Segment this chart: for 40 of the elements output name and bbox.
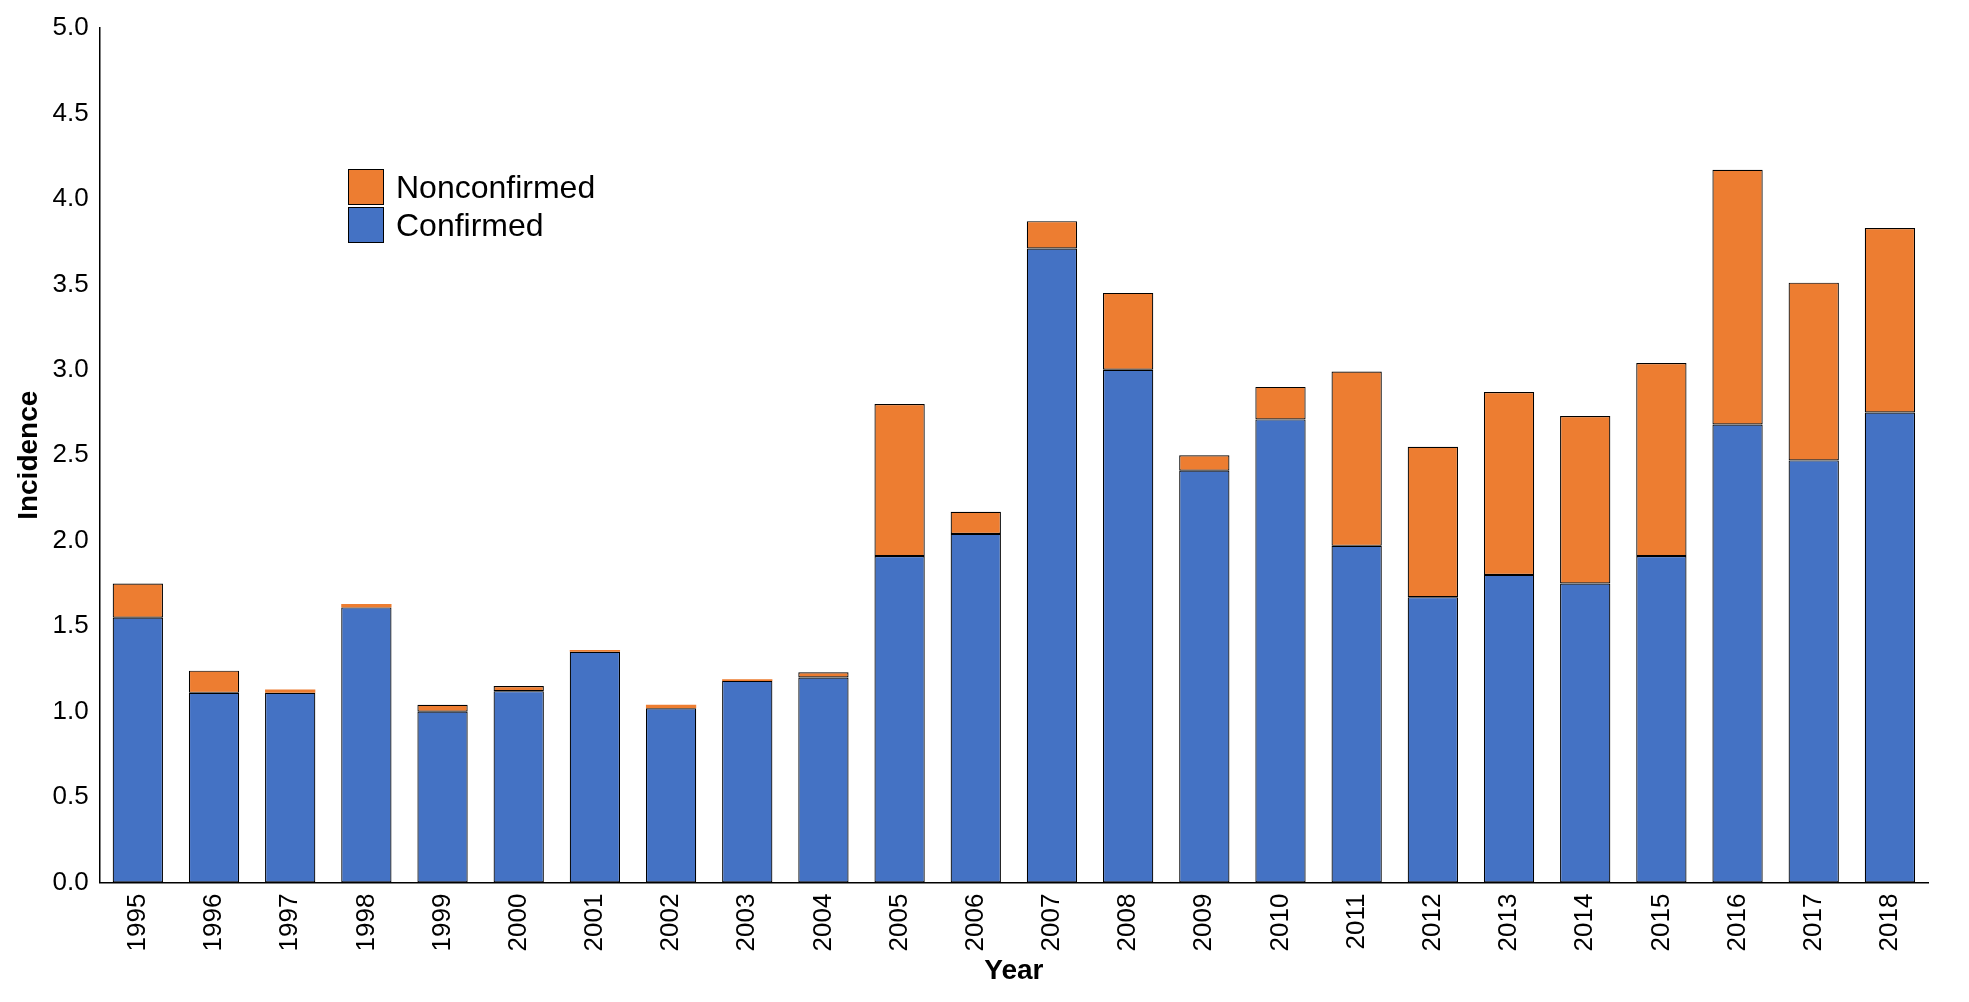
y-tick-label: 4.5: [52, 96, 89, 127]
x-tick-label: 2016: [1720, 893, 1751, 952]
x-tick-label: 2013: [1492, 893, 1523, 952]
legend-label: Nonconfirmed: [396, 168, 596, 206]
x-tick-label: 2004: [806, 893, 837, 952]
y-tick-label: 4.0: [52, 182, 89, 213]
x-tick-label: 2006: [958, 893, 989, 952]
x-tick-label: 1998: [349, 893, 380, 952]
x-tick-label: 1996: [197, 893, 228, 952]
x-tick-label: 2003: [730, 893, 761, 952]
x-axis-title: Year: [984, 953, 1044, 985]
x-tick-label: 2007: [1035, 893, 1066, 952]
x-tick-label: 2005: [882, 893, 913, 952]
x-tick-label: 2001: [578, 893, 609, 952]
x-tick-label: 2009: [1187, 893, 1218, 952]
y-tick-label: 2.0: [52, 523, 89, 554]
x-tick-label: 2011: [1339, 893, 1370, 950]
y-tick-label: 0.5: [52, 780, 89, 811]
y-tick-label: 1.5: [52, 609, 89, 640]
bar: [265, 689, 316, 693]
x-tick-label: 1995: [121, 893, 151, 952]
x-tick-label: 2000: [501, 893, 532, 952]
x-tick-label: 2014: [1568, 893, 1599, 952]
y-tick-label: 1.0: [52, 694, 89, 725]
x-tick-label: 2015: [1644, 893, 1675, 952]
x-tick-label: 2002: [654, 893, 685, 952]
y-tick-label: 3.5: [52, 267, 89, 298]
x-tick-label: 2012: [1416, 893, 1447, 952]
x-tick-label: 2010: [1263, 893, 1294, 952]
x-tick-label: 2008: [1111, 893, 1142, 952]
x-tick-label: 2018: [1873, 893, 1904, 952]
y-tick-label: 2.5: [52, 438, 89, 469]
x-tick-label: 2017: [1796, 893, 1827, 952]
y-tick-label: 5.0: [52, 11, 89, 42]
legend-label: Confirmed: [396, 206, 544, 244]
y-axis-title: Incidence: [11, 390, 43, 520]
y-tick-label: 0.0: [52, 865, 89, 896]
x-tick-label: 1997: [273, 893, 304, 952]
y-tick-label: 3.0: [52, 353, 89, 383]
x-tick-label: 1999: [425, 893, 456, 952]
